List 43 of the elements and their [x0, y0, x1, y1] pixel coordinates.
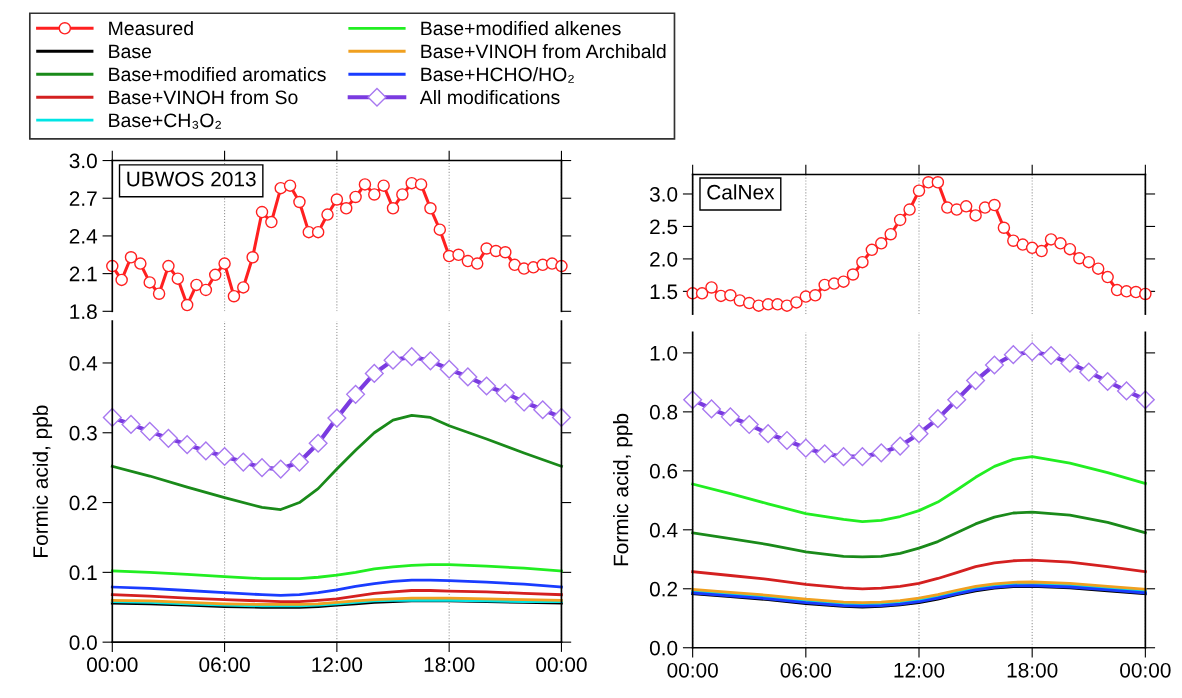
- y-axis-title: Formic acid, ppb: [613, 413, 633, 566]
- annotation: CalNex: [707, 184, 775, 200]
- x-tick-label: 00:00: [667, 662, 718, 678]
- legend-label: Base: [109, 44, 152, 59]
- y-tick-label: 3.0: [649, 186, 678, 202]
- y-tick-label: 0.1: [69, 565, 97, 581]
- y-tick-label: 2.4: [69, 228, 98, 244]
- y-tick-label: 0.2: [69, 495, 97, 511]
- legend-label: Measured: [109, 20, 193, 36]
- y-tick-label: 2.5: [650, 219, 678, 235]
- y-tick-label: 1.5: [650, 284, 678, 300]
- x-tick-label: 06:00: [780, 662, 832, 678]
- y-tick-label: 0.4: [69, 355, 98, 371]
- y-tick-label: 0.2: [649, 581, 678, 597]
- legend-label: Base+HCHO/HO₂: [421, 66, 574, 83]
- legend-label: Base+modified alkenes: [421, 20, 621, 36]
- y-tick-label: 2.7: [69, 191, 97, 206]
- y-tick-label: 0.6: [649, 463, 678, 479]
- y-tick-label: 0.8: [649, 404, 678, 420]
- x-tick-label: 00:00: [87, 657, 138, 673]
- x-tick-label: 00:00: [1120, 662, 1171, 678]
- y-tick-label: 1.8: [70, 304, 97, 320]
- y-axis-title: Formic acid, ppb: [32, 405, 53, 557]
- annotation: UBWOS 2013: [127, 171, 256, 187]
- legend-label: Base+CH₃O₂: [109, 113, 221, 129]
- y-tick-label: 3.0: [69, 153, 97, 169]
- y-tick-label: 2.0: [650, 251, 678, 267]
- y-tick-label: 0.3: [69, 425, 97, 441]
- x-tick-label: 18:00: [424, 657, 475, 673]
- x-tick-label: 12:00: [894, 662, 945, 678]
- y-tick-label: 0.0: [649, 640, 678, 656]
- y-tick-label: 1.0: [650, 345, 678, 361]
- y-tick-label: 2.1: [69, 266, 97, 282]
- legend-label: Base+VINOH from Archibald: [421, 43, 666, 59]
- x-tick-label: 06:00: [199, 657, 250, 673]
- x-tick-label: 18:00: [1007, 662, 1058, 678]
- legend-label: All modifications: [419, 89, 560, 105]
- x-tick-label: 12:00: [312, 657, 363, 673]
- y-tick-label: 0.4: [649, 522, 678, 538]
- legend-label: Base+modified aromatics: [109, 66, 326, 82]
- y-tick-label: 0.0: [69, 635, 97, 650]
- legend-label: Base+VINOH from So: [109, 89, 298, 105]
- x-tick-label: 00:00: [536, 657, 587, 673]
